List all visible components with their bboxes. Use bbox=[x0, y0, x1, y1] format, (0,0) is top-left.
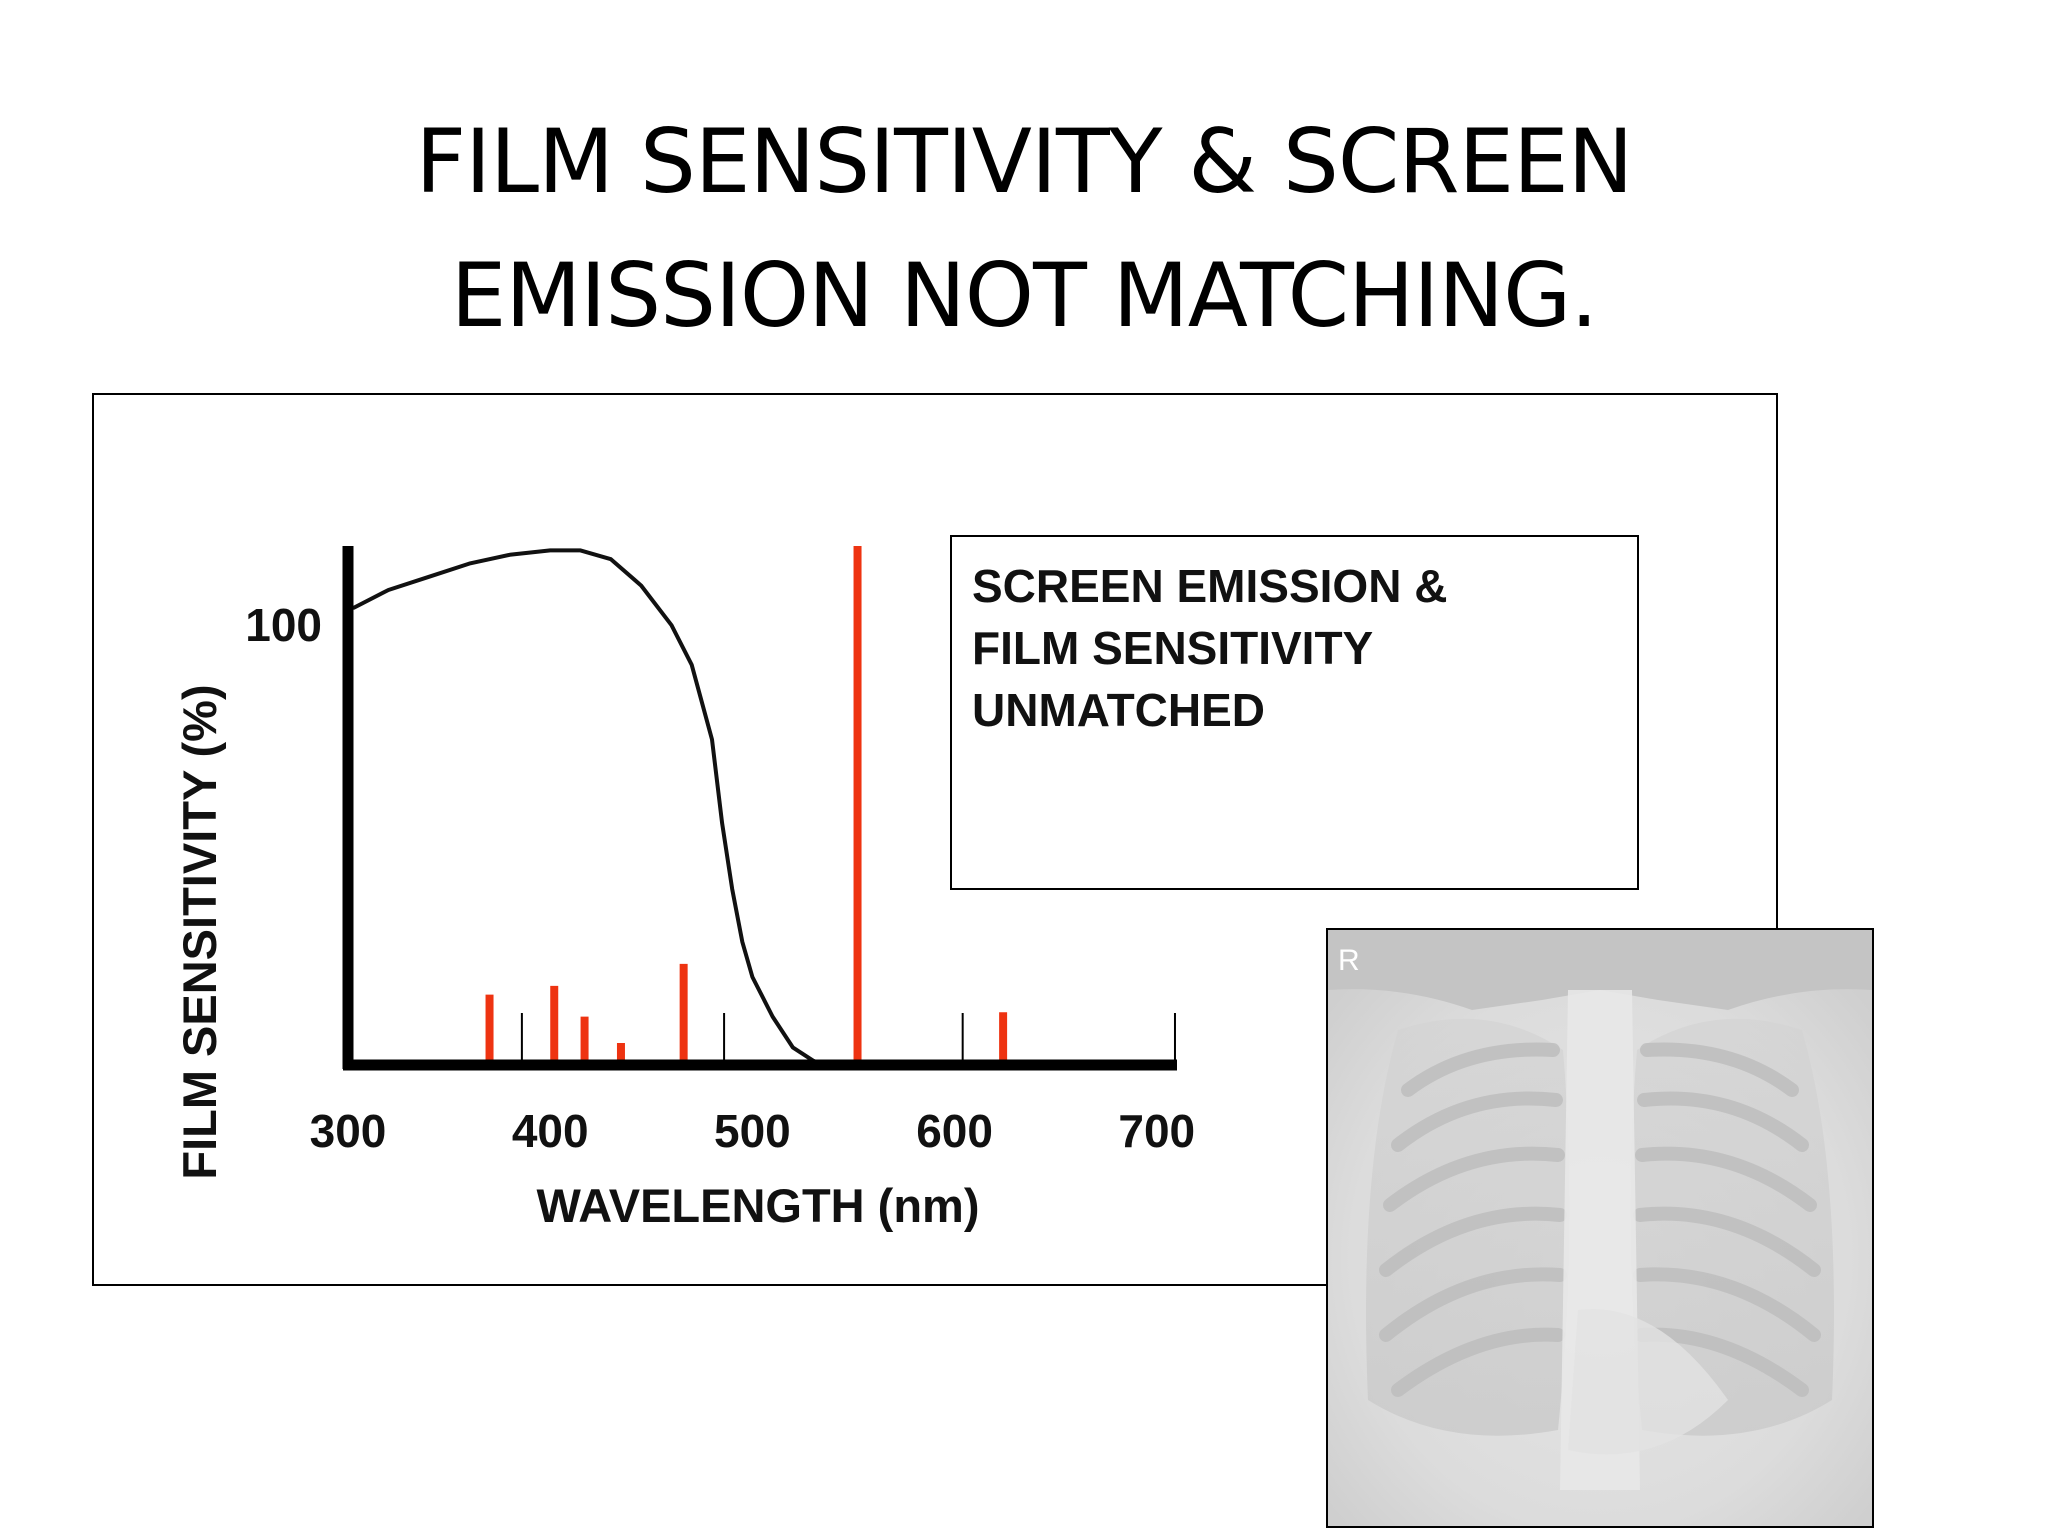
x-axis-label: WAVELENGTH (nm) bbox=[537, 1179, 980, 1232]
sensitivity-curve bbox=[352, 548, 826, 1067]
x-tick-label-3: 600 bbox=[916, 1105, 993, 1157]
title-line-2: EMISSION NOT MATCHING. bbox=[450, 244, 1599, 347]
y-axis-label: FILM SENSITIVITY (%) bbox=[173, 684, 226, 1179]
xray-side-marker: R bbox=[1338, 944, 1360, 977]
note-line-2: FILM SENSITIVITY bbox=[972, 622, 1374, 674]
unmatched-note-box: SCREEN EMISSION & FILM SENSITIVITY UNMAT… bbox=[950, 535, 1639, 890]
note-line-1: SCREEN EMISSION & bbox=[972, 560, 1448, 612]
x-tick-label-1: 400 bbox=[512, 1105, 589, 1157]
title-line-1: FILM SENSITIVITY & SCREEN bbox=[415, 110, 1633, 213]
x-tick-label-4: 700 bbox=[1118, 1105, 1195, 1157]
chest-xray-image: R bbox=[1326, 928, 1874, 1528]
sensitivity-chart: 300 400 500 600 700 100 WAVELENGTH (nm) FILM SE… bbox=[173, 546, 1195, 1232]
note-line-3: UNMATCHED bbox=[972, 684, 1266, 736]
x-tick-label-0: 300 bbox=[310, 1105, 387, 1157]
slide-title: FILM SENSITIVITY & SCREEN EMISSION NOT M… bbox=[0, 95, 2048, 363]
y-tick-label-0: 100 bbox=[245, 599, 322, 651]
x-tick-label-2: 500 bbox=[714, 1105, 791, 1157]
